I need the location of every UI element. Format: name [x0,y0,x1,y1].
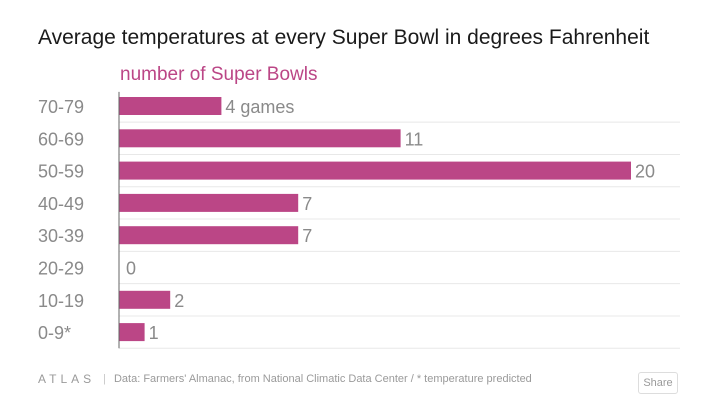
bar [119,97,222,115]
data-label: 7 [302,226,312,246]
data-label: 2 [174,291,184,311]
bar [119,129,401,148]
y-tick-label: 60-69 [38,129,84,149]
bar [119,226,299,245]
atlas-logo: ATLAS [38,372,96,386]
bar [119,290,171,309]
data-label: 1 [149,323,159,343]
y-tick-label: 20-29 [38,259,84,279]
footer: ATLAS | Data: Farmers' Almanac, from Nat… [38,372,532,386]
data-label: 20 [635,162,655,182]
chart-subtitle: number of Super Bowls [120,64,318,85]
y-tick-label: 0-9* [38,323,71,343]
bar [119,323,145,342]
share-button[interactable]: Share [638,372,678,394]
y-tick-label: 50-59 [38,162,84,182]
data-label: 0 [126,259,136,279]
source-note: Data: Farmers' Almanac, from National Cl… [113,373,532,385]
chart-title: Average temperatures at every Super Bowl… [38,26,650,49]
bar [119,193,299,212]
footer-separator: | [103,373,106,385]
bar [119,161,631,180]
y-tick-label: 40-49 [38,194,84,214]
y-tick-label: 70-79 [38,97,84,117]
y-tick-label: 10-19 [38,291,84,311]
data-label: 7 [302,194,312,214]
data-label: 4 games [225,97,294,117]
data-label: 11 [405,129,424,149]
y-tick-label: 30-39 [38,226,84,246]
